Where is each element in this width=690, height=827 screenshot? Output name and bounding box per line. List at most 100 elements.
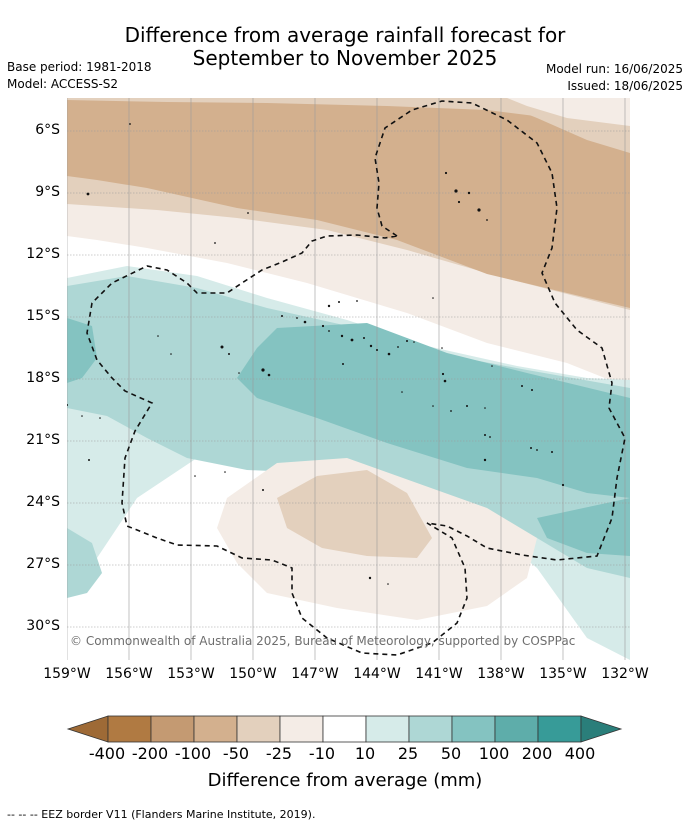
lat-label-30s: 30°S	[26, 618, 60, 634]
eez-legend: -- -- -- EEZ border V11 (Flanders Marine…	[7, 808, 316, 821]
latitude-gridlines	[67, 130, 630, 628]
colorbar-tick: 50	[440, 744, 462, 763]
colorbar-bin	[279, 715, 324, 743]
lat-label-21s: 21°S	[26, 432, 60, 448]
island	[214, 242, 216, 244]
rainfall-map	[67, 98, 630, 660]
lat-label-12s: 12°S	[26, 246, 60, 262]
island	[530, 447, 532, 449]
dry-band-mid	[67, 98, 630, 308]
colorbar-tick: -200	[131, 744, 169, 763]
island	[157, 335, 159, 337]
colorbar	[66, 715, 623, 743]
island	[238, 372, 240, 374]
lat-label-6s: 6°S	[35, 122, 60, 138]
island	[444, 171, 448, 175]
island	[397, 346, 399, 348]
meta-right: Model run: 16/06/2025 Issued: 18/06/2025	[546, 61, 683, 95]
lat-label-9s: 9°S	[35, 184, 60, 200]
island	[477, 208, 481, 212]
eez-border	[86, 100, 626, 656]
lon-label-147w: 147°W	[291, 666, 339, 682]
model-name: Model: ACCESS-S2	[7, 77, 119, 91]
island	[441, 347, 443, 349]
island	[220, 345, 224, 349]
colorbar-bin	[451, 715, 496, 743]
island	[303, 320, 307, 324]
issued-date: Issued: 18/06/2025	[567, 79, 683, 93]
lon-label-159w: 159°W	[43, 666, 91, 682]
lat-label-24s: 24°S	[26, 494, 60, 510]
colorbar-tick: 25	[397, 744, 419, 763]
colorbar-tick: 200	[521, 744, 553, 763]
colorbar-tick: -100	[174, 744, 212, 763]
island	[262, 489, 264, 491]
island	[450, 410, 452, 412]
island	[467, 191, 471, 195]
colorbar-bin	[150, 715, 195, 743]
island	[281, 315, 283, 317]
lon-label-156w: 156°W	[105, 666, 153, 682]
island	[267, 373, 271, 377]
island	[228, 353, 230, 355]
island	[489, 436, 491, 438]
island	[551, 451, 553, 453]
islands	[67, 123, 565, 585]
island	[466, 405, 468, 407]
map-title: Difference from average rainfall forecas…	[0, 24, 690, 70]
island	[484, 407, 486, 409]
island	[261, 368, 265, 372]
model-run: Model run: 16/06/2025	[545, 62, 683, 76]
island	[247, 212, 249, 214]
island	[340, 334, 344, 338]
island	[350, 338, 354, 342]
colorbar-tick: 10	[354, 744, 376, 763]
island	[81, 415, 83, 417]
island	[457, 200, 461, 204]
island	[521, 385, 523, 387]
island	[328, 330, 330, 332]
island	[432, 405, 434, 407]
colorbar-bin	[365, 715, 410, 743]
lon-label-150w: 150°W	[229, 666, 277, 682]
island	[387, 583, 389, 585]
wet-patch-west	[67, 318, 97, 383]
colorbar-bin	[408, 715, 453, 743]
colorbar-bin	[236, 715, 281, 743]
island	[413, 341, 415, 343]
island	[369, 344, 373, 348]
colorbar-bin	[193, 715, 238, 743]
island	[338, 301, 340, 303]
island	[531, 389, 533, 391]
wet-band-mid	[237, 323, 630, 498]
island	[561, 483, 565, 487]
island	[387, 352, 391, 356]
island	[368, 576, 372, 580]
island	[484, 434, 486, 436]
dry-band-top-light	[67, 98, 630, 128]
island	[86, 192, 90, 196]
meta-left: Base period: 1981-2018 Model: ACCESS-S2	[7, 59, 152, 93]
colorbar-label: Difference from average (mm)	[207, 770, 483, 791]
lon-label-138w: 138°W	[477, 666, 525, 682]
copyright-notice: © Commonwealth of Australia 2025, Bureau…	[70, 634, 576, 648]
island	[321, 324, 325, 328]
colorbar-tick: -400	[88, 744, 126, 763]
lon-label-144w: 144°W	[353, 666, 401, 682]
island	[536, 449, 538, 451]
island	[67, 404, 68, 406]
colorbar-bin	[322, 715, 367, 743]
island	[224, 471, 226, 473]
island	[356, 300, 358, 302]
lat-label-18s: 18°S	[26, 370, 60, 386]
island	[376, 349, 378, 351]
lon-label-141w: 141°W	[415, 666, 463, 682]
island	[486, 219, 488, 221]
colorbar-arrow-high	[580, 715, 623, 743]
colorbar-tick: -25	[265, 744, 293, 763]
colorbar-bin	[494, 715, 539, 743]
island	[194, 475, 196, 477]
island	[342, 363, 344, 365]
lon-label-135w: 135°W	[539, 666, 587, 682]
lon-label-132w: 132°W	[601, 666, 649, 682]
